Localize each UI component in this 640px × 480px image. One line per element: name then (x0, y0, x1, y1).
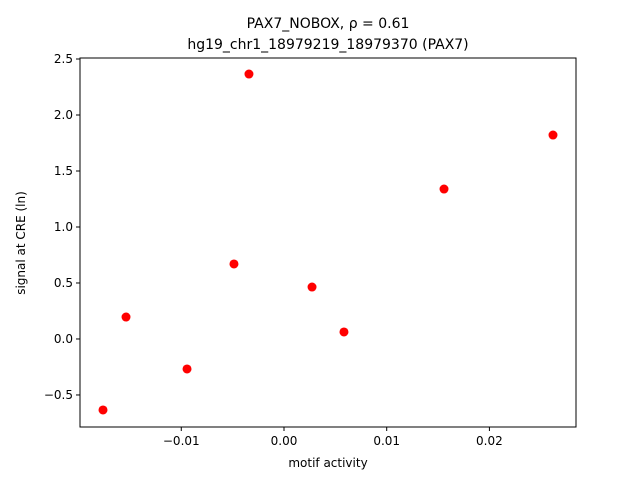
plot-frame (79, 57, 577, 428)
chart-title: PAX7_NOBOX, ρ = 0.61 (247, 16, 410, 32)
point (439, 184, 449, 194)
x-tick-label: 0.00 (271, 434, 298, 448)
point (548, 130, 558, 140)
point (307, 282, 317, 292)
x-axis-label: motif activity (288, 456, 367, 470)
y-tick-label: 2.0 (54, 108, 73, 122)
y-tick-label: 0.0 (54, 332, 73, 346)
point (229, 259, 239, 269)
x-tick-label: 0.01 (373, 434, 400, 448)
point (339, 327, 349, 337)
y-tick-label: 1.0 (54, 220, 73, 234)
point (182, 364, 192, 374)
point (244, 69, 254, 79)
y-tick-label: 2.5 (54, 52, 73, 66)
point (98, 405, 108, 415)
y-axis-label: signal at CRE (ln) (14, 191, 28, 295)
y-tick-label: 0.5 (54, 276, 73, 290)
point (121, 312, 131, 322)
y-tick-label: 1.5 (54, 164, 73, 178)
x-tick-label: 0.02 (476, 434, 503, 448)
y-tick-label: −0.5 (44, 388, 73, 402)
x-tick-label: −0.01 (163, 434, 200, 448)
chart-subtitle: hg19_chr1_18979219_18979370 (PAX7) (187, 37, 468, 53)
